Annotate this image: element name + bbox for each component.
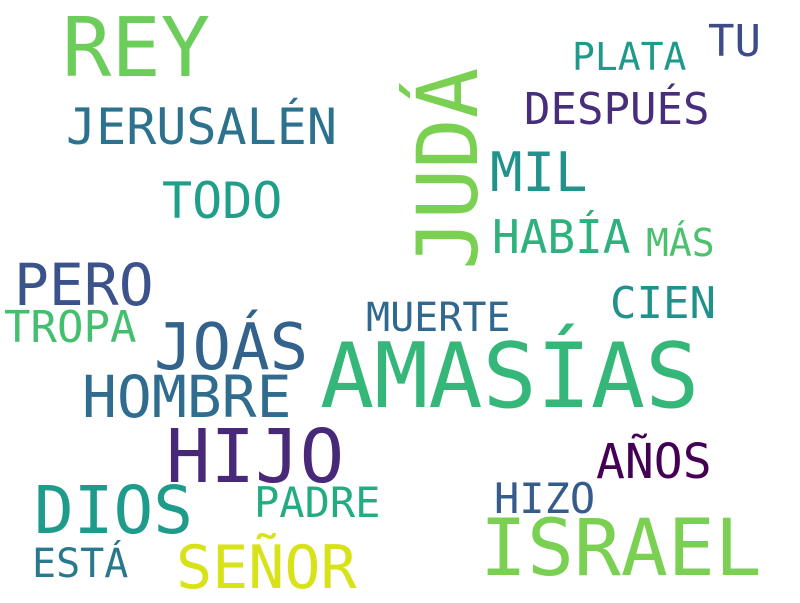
word-jerusalen: JERUSALÉN [66, 98, 337, 156]
word-padre: PADRE [254, 478, 381, 527]
word-cien: CIEN [610, 278, 716, 329]
word-hombre: HOMBRE [82, 363, 292, 431]
word-tu: TU [708, 16, 761, 67]
word-anos: AÑOS [596, 434, 712, 490]
word-juda: JUDÁ [399, 67, 497, 270]
word-tropa: TROPA [4, 302, 137, 353]
word-muerte: MUERTE [366, 295, 511, 341]
word-hizo: HIZO [494, 474, 596, 523]
word-habia: HABÍA [492, 210, 631, 264]
word-rey: REY [62, 1, 211, 96]
word-joas: JOÁS [154, 311, 309, 385]
word-senor: SEÑOR [176, 533, 357, 603]
word-despues: DESPUÉS [524, 84, 710, 135]
word-mil: MIL [490, 141, 588, 204]
word-plata: PLATA [572, 35, 687, 79]
word-dios: DIOS [34, 472, 193, 549]
word-esta: ESTÁ [32, 541, 129, 587]
word-pero: PERO [14, 251, 154, 319]
word-hijo: HIJO [166, 414, 345, 500]
word-todo: TODO [162, 172, 283, 230]
word-mas: MÁS [646, 221, 715, 265]
word-amasias: AMASÍAS [320, 324, 700, 429]
word-israel: ISRAEL [480, 504, 762, 594]
